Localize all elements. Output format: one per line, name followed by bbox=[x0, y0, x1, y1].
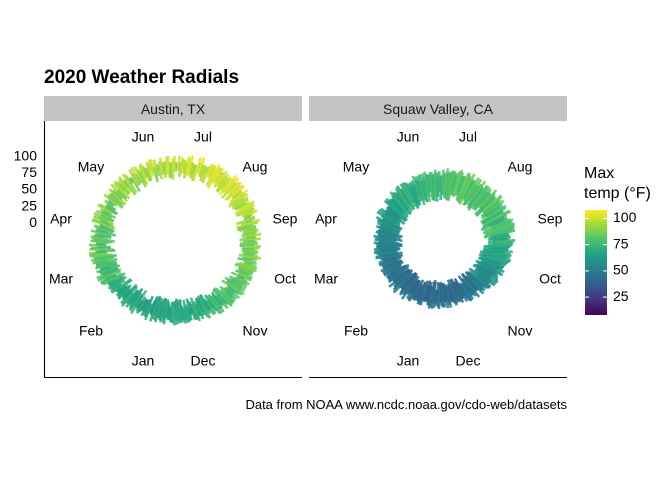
month-label-apr: Apr bbox=[50, 211, 72, 227]
month-label-feb: Feb bbox=[344, 323, 368, 339]
panel-austin: Jan Feb Mar Apr May Jun Jul Aug Sep Oct Nov Dec bbox=[49, 129, 298, 369]
legend-title-line1: Max bbox=[584, 165, 614, 182]
month-label-oct: Oct bbox=[274, 271, 296, 287]
month-label-aug: Aug bbox=[243, 159, 268, 175]
radial-tick-label: 0 bbox=[29, 214, 37, 230]
month-label-mar: Mar bbox=[49, 271, 73, 287]
chart-title: 2020 Weather Radials bbox=[44, 67, 239, 88]
legend: Max temp (°F) 25 50 75 100 bbox=[584, 165, 651, 315]
radial-tick-label: 50 bbox=[21, 181, 37, 197]
radial-tick-label: 25 bbox=[21, 197, 37, 213]
month-label-dec: Dec bbox=[191, 353, 216, 369]
month-label-jul: Jul bbox=[194, 129, 212, 145]
month-label-jun: Jun bbox=[132, 129, 155, 145]
month-label-mar: Mar bbox=[314, 271, 338, 287]
legend-tick-label: 75 bbox=[613, 235, 629, 251]
month-label-sep: Sep bbox=[538, 211, 563, 227]
month-label-nov: Nov bbox=[243, 323, 268, 339]
month-label-dec: Dec bbox=[456, 353, 481, 369]
strip-label-austin: Austin, TX bbox=[141, 101, 206, 117]
legend-title-line2: temp (°F) bbox=[584, 185, 651, 202]
caption: Data from NOAA www.ncdc.noaa.gov/cdo-web… bbox=[245, 397, 567, 412]
legend-colorbar bbox=[585, 210, 607, 315]
radial-tick-label: 100 bbox=[14, 147, 38, 163]
month-label-jul: Jul bbox=[459, 129, 477, 145]
month-label-sep: Sep bbox=[273, 211, 298, 227]
legend-tick-label: 25 bbox=[613, 288, 629, 304]
month-label-may: May bbox=[343, 159, 369, 175]
strip-label-squaw: Squaw Valley, CA bbox=[383, 101, 494, 117]
month-label-aug: Aug bbox=[508, 159, 533, 175]
legend-tick-label: 100 bbox=[613, 209, 637, 225]
month-label-jun: Jun bbox=[397, 129, 420, 145]
month-label-jan: Jan bbox=[397, 353, 420, 369]
month-label-may: May bbox=[78, 159, 104, 175]
panel-squaw: Jan Feb Mar Apr May Jun Jul Aug Sep Oct Nov Dec bbox=[314, 129, 563, 369]
month-label-jan: Jan bbox=[132, 353, 155, 369]
radial-tick-label: 75 bbox=[21, 164, 37, 180]
legend-tick-label: 50 bbox=[613, 262, 629, 278]
month-label-oct: Oct bbox=[539, 271, 561, 287]
month-label-apr: Apr bbox=[315, 211, 337, 227]
month-label-nov: Nov bbox=[508, 323, 533, 339]
month-label-feb: Feb bbox=[79, 323, 103, 339]
